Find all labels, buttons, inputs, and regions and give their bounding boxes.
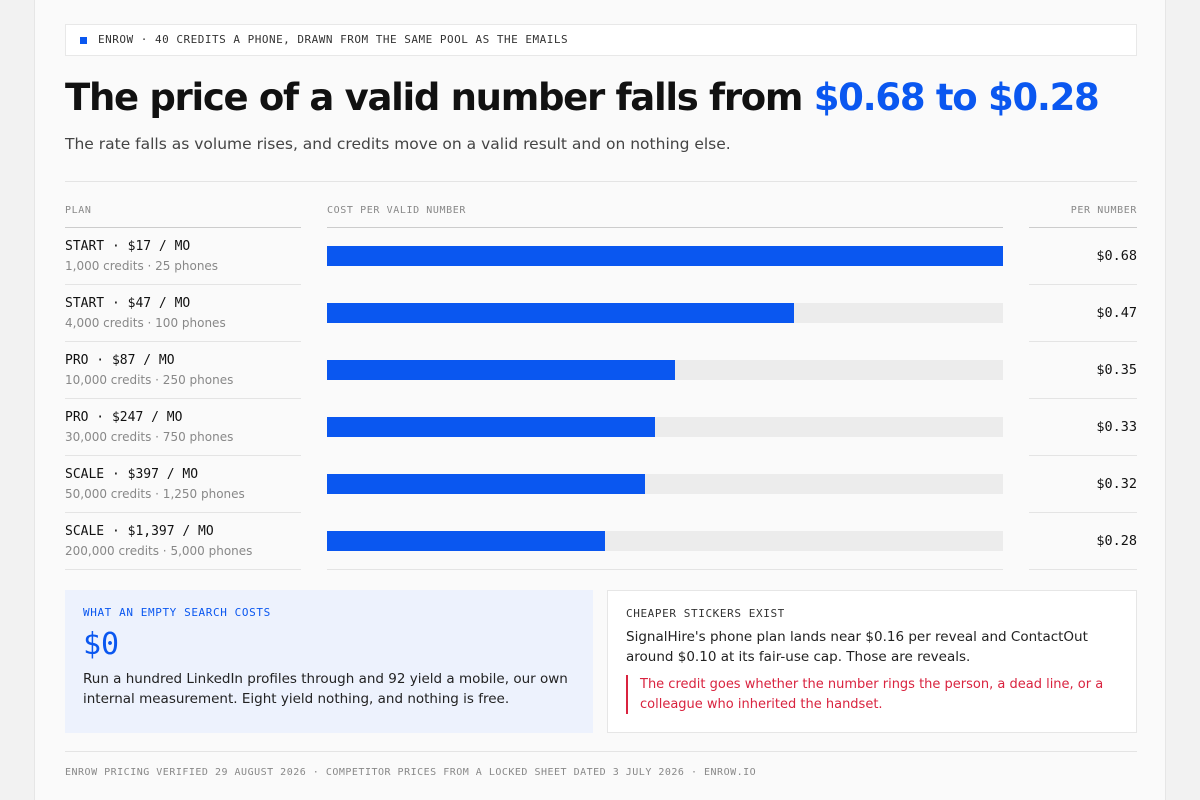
per-number: $0.33 (1096, 419, 1137, 435)
header-rule (1029, 227, 1137, 228)
card-label: WHAT AN EMPTY SEARCH COSTS (83, 606, 271, 619)
plan-name: PRO · $87 / MO (65, 353, 175, 368)
column-header: COST PER VALID NUMBER (327, 205, 467, 216)
plan-detail: 50,000 credits · 1,250 phones (65, 487, 245, 501)
row-rule (65, 284, 301, 285)
per-number: $0.68 (1096, 248, 1137, 264)
row-rule (65, 398, 301, 399)
card-body: SignalHire's phone plan lands near $0.16… (626, 629, 1088, 665)
plan-name: SCALE · $397 / MO (65, 467, 199, 482)
bar (327, 474, 646, 494)
tag-text: ENROW · 40 CREDITS A PHONE, DRAWN FROM T… (98, 33, 569, 46)
column-header: PLAN (65, 205, 92, 216)
row-rule (1029, 569, 1137, 570)
row-rule (65, 455, 301, 456)
bar (327, 417, 656, 437)
bar (327, 360, 675, 380)
card-figure: $0 (83, 627, 120, 662)
header-rule (327, 227, 1003, 228)
bar (327, 303, 795, 323)
plan-detail: 30,000 credits · 750 phones (65, 430, 234, 444)
row-rule (1029, 341, 1137, 342)
tag: ENROW · 40 CREDITS A PHONE, DRAWN FROM T… (65, 24, 1137, 56)
plan-name: START · $17 / MO (65, 239, 191, 254)
tag-marker (80, 37, 87, 44)
title-highlight: $0.68 to $0.28 (813, 76, 1100, 119)
header-rule (65, 227, 301, 228)
row-rule (65, 341, 301, 342)
plan-detail: 1,000 credits · 25 phones (65, 259, 219, 273)
row-rule (1029, 284, 1137, 285)
per-number: $0.28 (1096, 533, 1137, 549)
bar (327, 531, 606, 551)
plan-detail: 10,000 credits · 250 phones (65, 373, 234, 387)
bar (327, 246, 1003, 266)
per-number: $0.32 (1096, 476, 1137, 492)
card-label: CHEAPER STICKERS EXIST (626, 607, 785, 620)
footer: ENROW PRICING VERIFIED 29 AUGUST 2026 · … (65, 767, 757, 778)
row-rule (327, 569, 1003, 570)
card: CHEAPER STICKERS EXIST SignalHire's phon… (607, 590, 1137, 733)
card-body: Run a hundred LinkedIn profiles through … (83, 671, 568, 707)
card-quote: The credit goes whether the number rings… (626, 675, 1118, 714)
divider (65, 181, 1137, 182)
plan-name: START · $47 / MO (65, 296, 191, 311)
card: WHAT AN EMPTY SEARCH COSTS $0 Run a hund… (65, 590, 593, 733)
plan-detail: 200,000 credits · 5,000 phones (65, 544, 253, 558)
row-rule (1029, 398, 1137, 399)
title: The price of a valid number falls from $… (65, 76, 1100, 119)
title-lead: The price of a valid number falls from (65, 76, 803, 119)
row-rule (1029, 455, 1137, 456)
row-rule (1029, 512, 1137, 513)
per-number: $0.47 (1096, 305, 1137, 321)
subtitle: The rate falls as volume rises, and cred… (65, 135, 731, 153)
plan-name: PRO · $247 / MO (65, 410, 183, 425)
page: ENROW · 40 CREDITS A PHONE, DRAWN FROM T… (34, 0, 1166, 800)
row-rule (65, 569, 301, 570)
divider (65, 751, 1137, 752)
per-number: $0.35 (1096, 362, 1137, 378)
row-rule (65, 512, 301, 513)
column-header: PER NUMBER (1070, 205, 1137, 216)
plan-detail: 4,000 credits · 100 phones (65, 316, 226, 330)
plan-name: SCALE · $1,397 / MO (65, 524, 214, 539)
